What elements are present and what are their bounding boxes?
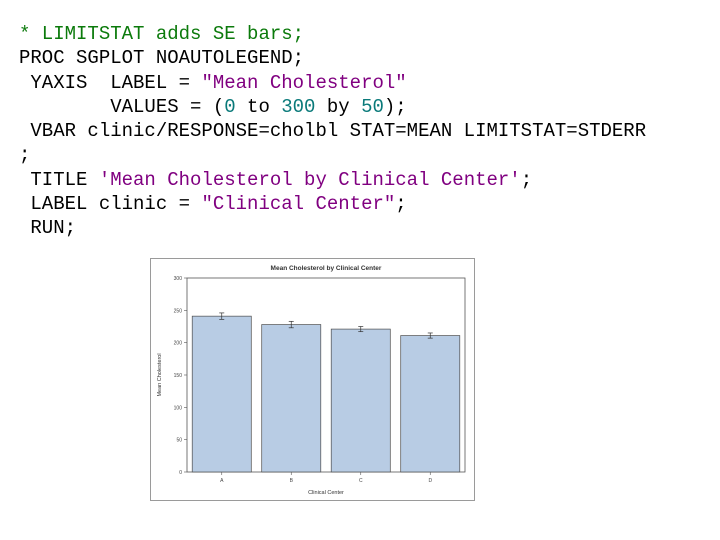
code-title-keyword: TITLE <box>19 168 99 191</box>
code-yaxis-label-string: "Mean Cholesterol" <box>201 71 407 94</box>
code-title-string: 'Mean Cholesterol by Clinical Center' <box>98 168 521 191</box>
code-line-run: RUN; <box>19 217 77 240</box>
y-tick-label: 100 <box>174 405 183 411</box>
code-line-label: LABEL clinic = "Clinical Center"; <box>19 192 646 216</box>
code-listing: * LIMITSTAT adds SE bars; PROC SGPLOT NOA… <box>19 22 646 241</box>
code-line-yaxis: YAXIS LABEL = "Mean Cholesterol" <box>19 71 646 95</box>
code-title-end: ; <box>520 168 533 191</box>
y-tick-label: 50 <box>176 438 182 444</box>
y-tick-label: 150 <box>174 373 183 379</box>
code-values-start: 0 <box>224 95 236 118</box>
code-line-title: TITLE 'Mean Cholesterol by Clinical Cent… <box>19 168 646 192</box>
code-label-keyword: LABEL clinic = <box>19 193 202 216</box>
bar-chart: Mean Cholesterol by Clinical Center 0 50 10… <box>157 265 466 496</box>
code-line-values: VALUES = (0 to 300 by 50); <box>19 95 646 119</box>
x-tick-label-A: A <box>220 478 224 484</box>
y-axis-label: Mean Cholesterol <box>157 353 163 396</box>
bar-C <box>330 328 391 473</box>
x-tick-label-C: C <box>359 478 363 484</box>
x-tick-label-D: D <box>428 478 432 484</box>
code-values-to: to <box>235 95 282 118</box>
bar-B <box>261 324 322 473</box>
y-tick-label: 0 <box>179 470 182 476</box>
code-values-close: ); <box>383 95 407 118</box>
code-label-end: ; <box>395 193 407 216</box>
chart-title: Mean Cholesterol by Clinical Center <box>271 265 382 272</box>
x-tick-label-B: B <box>290 478 294 484</box>
bar-A <box>191 315 252 473</box>
code-line-semicolon: ; <box>19 144 31 167</box>
bar-D <box>400 335 461 473</box>
y-tick-label: 250 <box>174 308 183 314</box>
code-values-by: by <box>315 95 362 118</box>
code-values-end: 300 <box>281 95 316 118</box>
code-line-proc: PROC SGPLOT NOAUTOLEGEND; <box>19 47 305 70</box>
code-values-step: 50 <box>361 95 384 118</box>
code-yaxis-keyword: YAXIS LABEL = <box>19 71 202 94</box>
code-label-string: "Clinical Center" <box>201 193 396 216</box>
code-line-vbar: VBAR clinic/RESPONSE=cholbl STAT=MEAN LI… <box>19 120 647 143</box>
code-values-keyword: VALUES = ( <box>19 95 225 118</box>
chart-image: Mean Cholesterol by Clinical Center 0 50 10… <box>150 258 475 501</box>
x-axis-label: Clinical Center <box>308 490 344 496</box>
y-tick-label: 300 <box>174 276 183 282</box>
y-tick-label: 200 <box>174 341 183 347</box>
code-comment-line: * LIMITSTAT adds SE bars; <box>19 23 305 45</box>
